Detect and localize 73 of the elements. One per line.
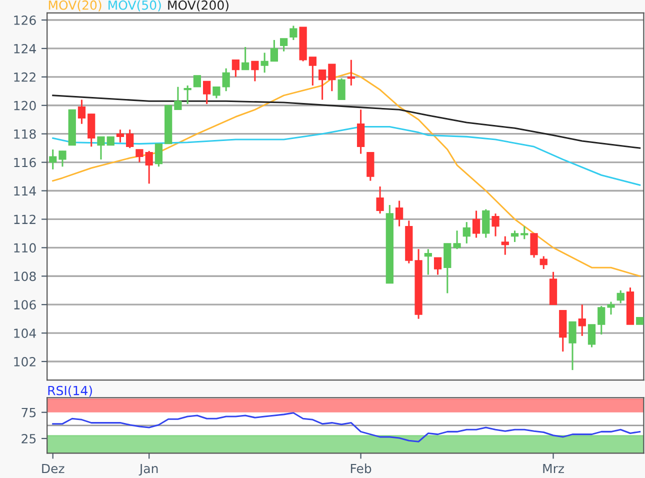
- candlestick: [222, 68, 230, 92]
- candlestick: [136, 148, 144, 164]
- y-tick-label: 102: [14, 356, 36, 366]
- x-tick-label: Mrz: [543, 464, 564, 474]
- candlestick: [318, 69, 326, 100]
- candlestick: [251, 60, 259, 82]
- text: MOV(200): [168, 0, 228, 12]
- x-tick-label: Jan: [138, 464, 158, 476]
- candlestick: [260, 52, 268, 74]
- candlestick: [338, 78, 346, 100]
- candlestick: [347, 59, 355, 86]
- y-tick-label: 25: [22, 434, 36, 444]
- text: MOV(20): [48, 0, 102, 12]
- y-tick-label: 104: [14, 328, 36, 338]
- candlestick: [472, 210, 480, 238]
- candlestick: [280, 38, 288, 52]
- line-series: [52, 94, 641, 149]
- candlestick: [174, 86, 182, 110]
- candlestick: [154, 143, 163, 168]
- y-tick-label: 114: [14, 186, 36, 196]
- candlestick: [184, 84, 192, 105]
- candlestick: [607, 300, 615, 316]
- x-tick-label: Feb: [350, 464, 372, 474]
- x-tick-label: Dez: [42, 464, 64, 474]
- candlestick: [78, 98, 86, 125]
- candlestick: [598, 305, 606, 336]
- y-tick-label: 108: [14, 272, 36, 282]
- candlestick: [328, 63, 336, 92]
- candlestick: [434, 256, 442, 276]
- candlestick: [540, 255, 548, 270]
- candlestick: [203, 80, 211, 105]
- candlestick: [308, 56, 316, 86]
- candlestick: [520, 226, 528, 240]
- candlestick: [395, 200, 404, 228]
- candlestick: [126, 128, 134, 149]
- y-tick-label: 106: [14, 300, 36, 310]
- candlestick: [290, 24, 298, 41]
- y-tick-label: 75: [22, 408, 36, 418]
- candlestick: [568, 320, 576, 371]
- candlestick: [212, 86, 220, 100]
- candlestick: [492, 212, 500, 238]
- candlestick: [462, 221, 470, 244]
- candlestick: [530, 232, 538, 258]
- candlestick: [482, 208, 490, 238]
- candlestick: [232, 59, 240, 78]
- candlestick: [58, 150, 66, 168]
- chart-title: RSI(14): [48, 386, 92, 397]
- y-tick-label: 124: [14, 44, 36, 54]
- candlestick: [376, 186, 384, 214]
- text: MOV(50): [108, 0, 161, 12]
- candlestick: [578, 304, 586, 337]
- candlestick: [356, 108, 365, 155]
- candlestick: [193, 75, 202, 88]
- candlestick: [453, 230, 461, 250]
- candlestick: [501, 236, 509, 256]
- candlestick: [145, 150, 153, 184]
- y-tick-label: 120: [14, 100, 36, 110]
- y-tick-label: 116: [14, 158, 36, 168]
- candlestick: [588, 324, 596, 348]
- candlestick: [270, 39, 278, 62]
- candlestick: [616, 290, 624, 304]
- candlestick: [97, 136, 105, 160]
- y-tick-label: 126: [14, 15, 36, 25]
- candlestick: [116, 128, 124, 144]
- candlestick: [424, 248, 432, 276]
- y-tick-label: 122: [14, 72, 36, 82]
- y-tick-label: 118: [14, 129, 36, 139]
- line-series: [52, 412, 641, 442]
- candlestick: [510, 230, 519, 243]
- y-tick-label: 110: [14, 243, 36, 253]
- y-tick-label: 112: [14, 214, 36, 224]
- candlestick: [242, 46, 250, 71]
- candlestick: [49, 148, 57, 170]
